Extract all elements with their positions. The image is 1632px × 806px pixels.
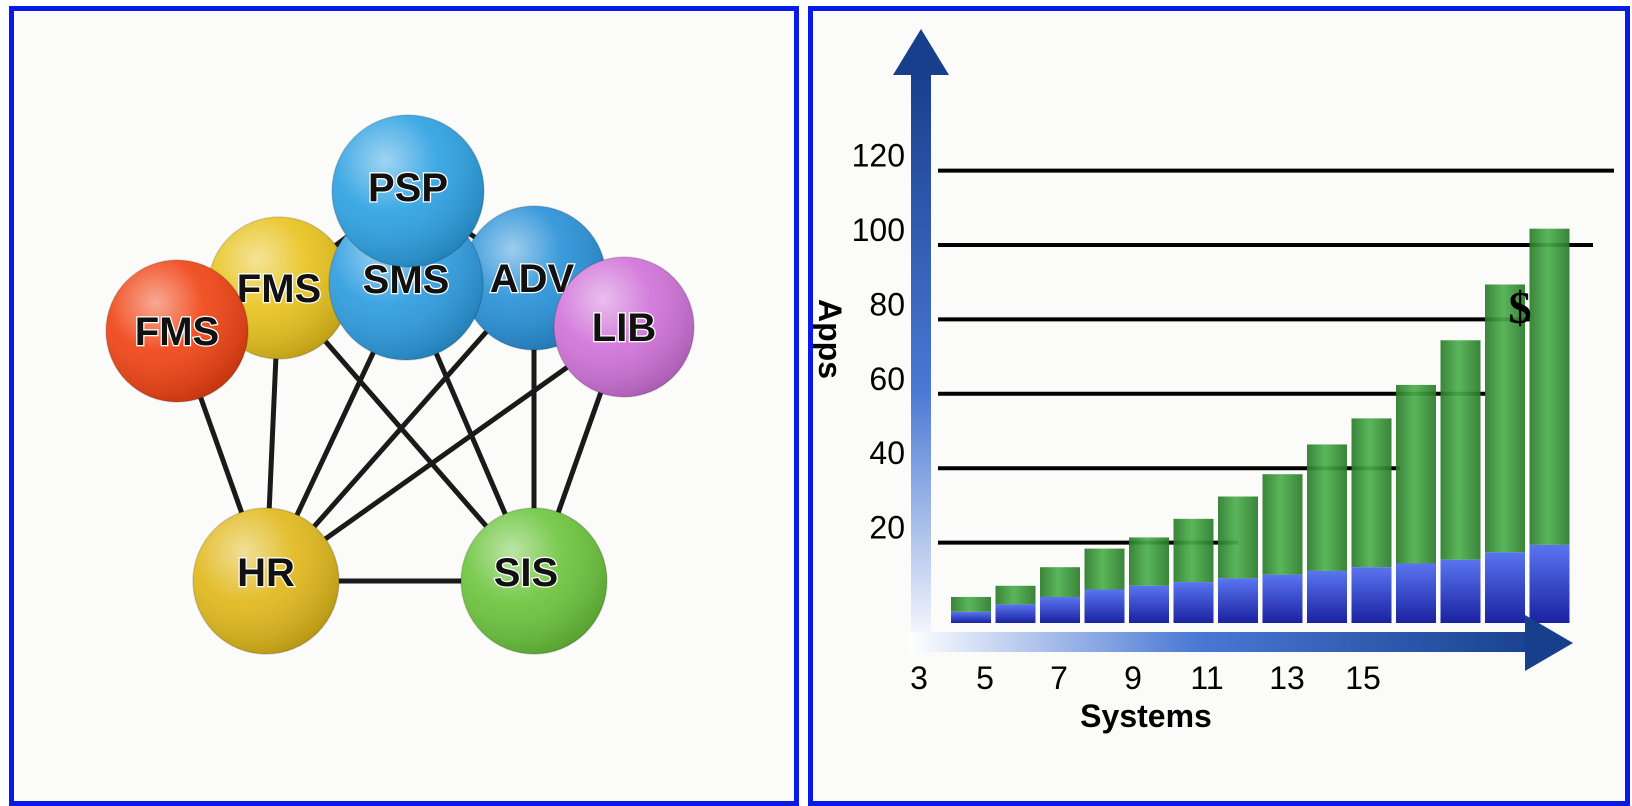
bar-bottom-17: [1529, 544, 1570, 623]
bar-bottom-6: [1040, 596, 1080, 623]
bars: [951, 228, 1570, 623]
node-hr-label: HR: [237, 551, 295, 595]
network-diagram-panel: FMS ADV SMS PSP FMS: [9, 6, 799, 806]
bar-top-12: [1307, 444, 1347, 571]
node-fms-red-shine: [106, 260, 248, 402]
y-axis-arrowhead: [893, 29, 949, 75]
y-tick-40: 40: [869, 435, 905, 471]
dollar-label: $: [1509, 282, 1532, 333]
node-fms-red: FMS: [105, 259, 249, 403]
bar-top-15: [1440, 340, 1481, 560]
bar-bottom-8: [1129, 585, 1169, 623]
node-lib-shine: [554, 257, 694, 397]
network-nodes: FMS ADV SMS PSP FMS: [105, 114, 695, 655]
x-axis-arrow: [909, 615, 1573, 671]
bar-top-13: [1351, 418, 1392, 568]
bar-bottom-7: [1084, 589, 1125, 623]
y-tick-labels: 20 40 60 80 100 120: [852, 138, 905, 546]
x-tick-5: 5: [976, 660, 994, 696]
y-axis-shaft: [911, 71, 931, 651]
bar-bottom-15: [1440, 559, 1481, 623]
node-sis: SIS: [460, 507, 608, 655]
node-lib-label: LIB: [592, 306, 656, 350]
bar-bottom-14: [1396, 563, 1436, 623]
y-tick-120: 120: [852, 138, 905, 174]
x-axis-arrowhead: [1525, 615, 1573, 671]
node-fms-yellow-label: FMS: [237, 267, 321, 311]
y-axis-title: Apps: [813, 299, 848, 379]
edge-lib-hr: [264, 324, 626, 584]
node-adv-label: ADV: [490, 257, 575, 301]
y-tick-100: 100: [852, 212, 905, 248]
node-psp: PSP: [331, 114, 485, 268]
x-axis-title: Systems: [1080, 698, 1212, 734]
y-tick-80: 80: [869, 286, 905, 322]
bar-top-7: [1084, 548, 1125, 590]
bar-top-16: [1485, 284, 1525, 553]
growth-chart-panel: 20 40 60 80 100 120 3 5 7 9 11 13 15 Apps Systems $: [808, 6, 1630, 806]
node-lib: LIB: [553, 256, 695, 398]
node-fms-red-label: FMS: [135, 310, 219, 354]
x-tick-3: 3: [910, 660, 928, 696]
bar-bottom-10: [1218, 578, 1258, 623]
y-tick-60: 60: [869, 361, 905, 397]
bar-bottom-9: [1173, 582, 1214, 623]
y-tick-20: 20: [869, 510, 905, 546]
x-tick-labels: 3 5 7 9 11 13 15: [910, 660, 1381, 696]
y-axis-arrow: [893, 29, 949, 651]
bar-bottom-13: [1351, 567, 1392, 623]
growth-chart: 20 40 60 80 100 120 3 5 7 9 11 13 15 Apps Systems $: [813, 29, 1614, 734]
node-psp-label: PSP: [368, 166, 448, 210]
bar-top-4: [951, 596, 991, 612]
x-tick-11: 11: [1190, 660, 1223, 696]
x-axis-shaft: [909, 632, 1549, 652]
bar-bottom-12: [1307, 570, 1347, 623]
node-psp-shine: [332, 115, 484, 267]
node-sis-shine: [461, 508, 607, 654]
node-hr-shine: [193, 508, 339, 654]
node-hr: HR: [192, 507, 340, 655]
node-sis-label: SIS: [494, 551, 558, 595]
bar-bottom-5: [995, 604, 1036, 623]
bar-top-8: [1129, 537, 1169, 586]
x-tick-7: 7: [1050, 660, 1068, 696]
x-tick-13: 13: [1269, 660, 1305, 696]
bar-bottom-16: [1485, 552, 1525, 623]
bar-top-17: [1529, 228, 1570, 545]
bar-top-6: [1040, 567, 1080, 597]
x-tick-9: 9: [1124, 660, 1142, 696]
x-tick-15: 15: [1345, 660, 1381, 696]
bar-top-11: [1262, 474, 1303, 575]
bar-top-5: [995, 585, 1036, 605]
bar-top-9: [1173, 518, 1214, 583]
bar-top-14: [1396, 384, 1436, 564]
network-diagram: FMS ADV SMS PSP FMS: [105, 114, 695, 655]
bar-bottom-11: [1262, 574, 1303, 623]
bar-top-10: [1218, 496, 1258, 579]
bar-bottom-4: [951, 611, 991, 623]
